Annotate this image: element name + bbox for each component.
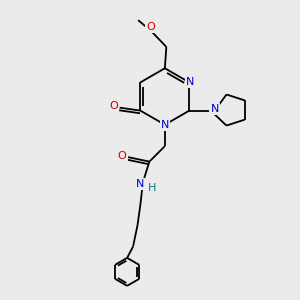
Text: O: O (109, 101, 118, 111)
Text: N: N (186, 77, 194, 87)
Text: N: N (210, 104, 219, 114)
Text: N: N (161, 120, 169, 130)
Text: O: O (118, 151, 126, 160)
Text: H: H (148, 183, 156, 193)
Text: O: O (146, 22, 155, 32)
Text: N: N (136, 179, 144, 189)
